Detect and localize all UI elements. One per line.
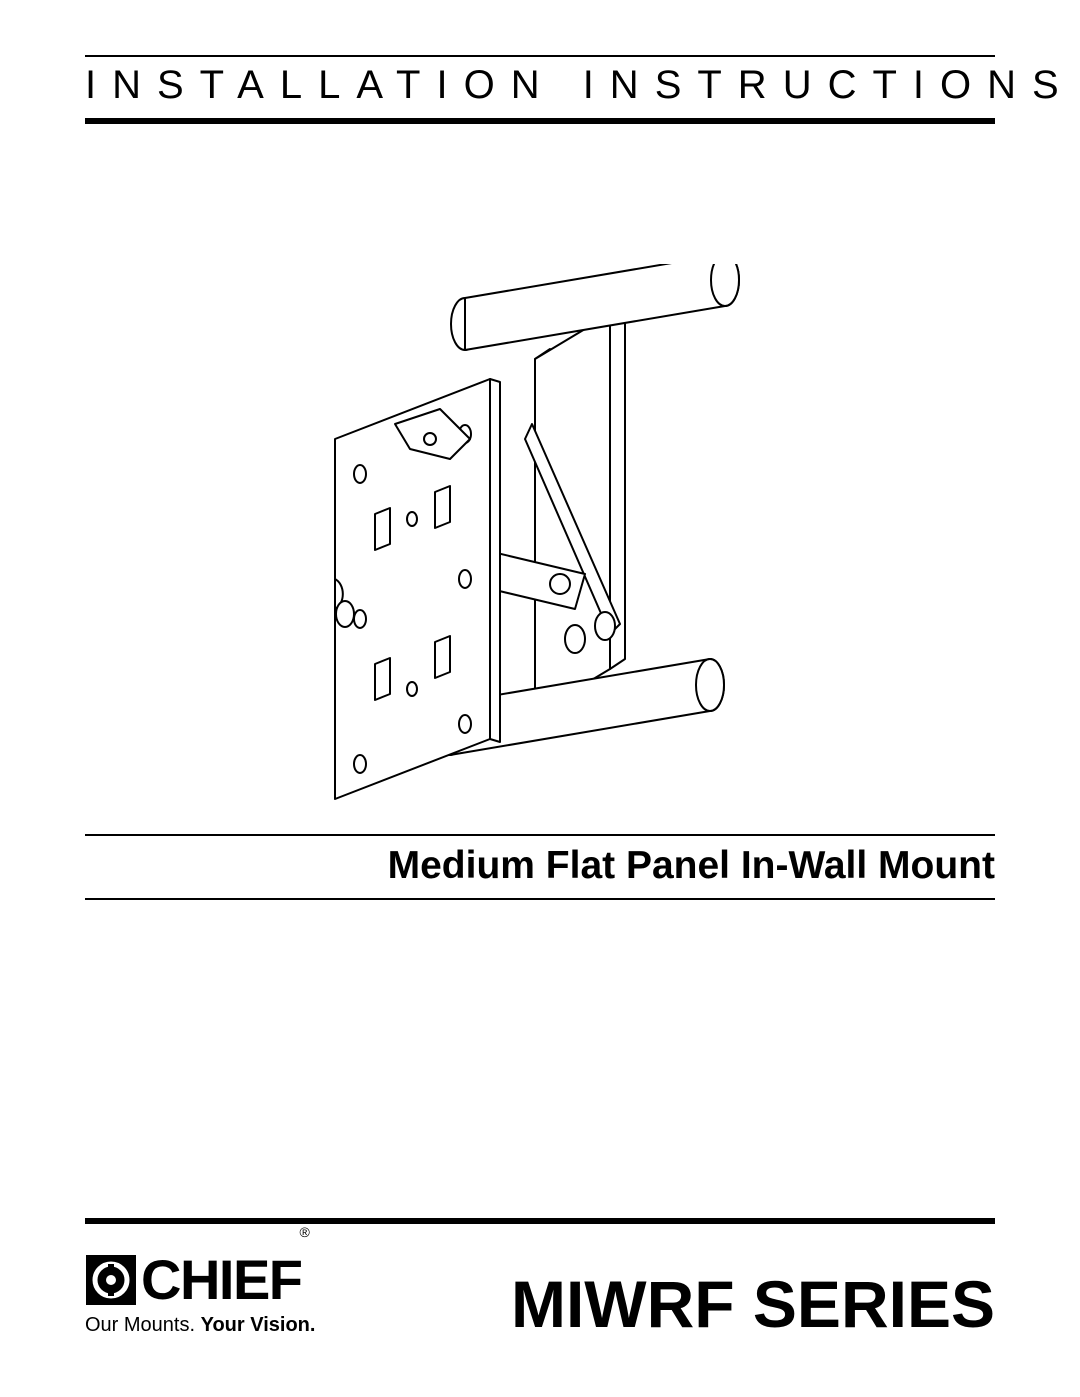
brand-tagline: Our Mounts. Your Vision.: [85, 1314, 315, 1337]
tagline-part-2: Your Vision.: [201, 1314, 316, 1336]
brand-block: CHIEF® Our Mounts. Your Vision.: [85, 1252, 315, 1337]
title-rule-bottom: [85, 118, 995, 124]
footer-row: CHIEF® Our Mounts. Your Vision. MIWRF SE…: [85, 1252, 995, 1337]
page-title: INSTALLATION INSTRUCTIONS: [85, 63, 995, 108]
product-illustration: [310, 264, 770, 824]
illustration-area: [85, 264, 995, 824]
brand-logo-icon: [85, 1254, 137, 1306]
product-subtitle: Medium Flat Panel In-Wall Mount: [85, 836, 995, 898]
subtitle-rule-bottom: [85, 898, 995, 900]
title-block: INSTALLATION INSTRUCTIONS: [85, 55, 995, 124]
tagline-part-1: Our Mounts.: [85, 1314, 201, 1336]
series-name: MIWRF SERIES: [511, 1271, 995, 1337]
page: INSTALLATION INSTRUCTIONS: [0, 0, 1080, 1397]
subtitle-block: Medium Flat Panel In-Wall Mount: [85, 834, 995, 900]
brand-name-text: CHIEF: [141, 1248, 302, 1311]
footer: CHIEF® Our Mounts. Your Vision. MIWRF SE…: [85, 1218, 995, 1337]
registered-mark: ®: [300, 1224, 310, 1240]
title-rule-top: [85, 55, 995, 57]
footer-rule: [85, 1218, 995, 1224]
brand-name: CHIEF®: [141, 1252, 312, 1308]
brand-logo-row: CHIEF®: [85, 1252, 315, 1308]
